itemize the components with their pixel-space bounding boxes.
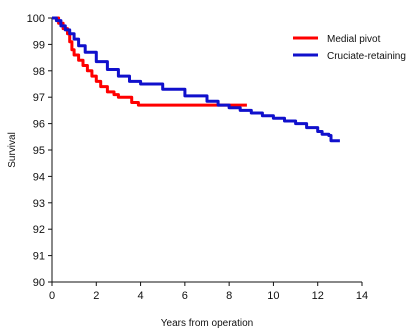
series-lines: [52, 16, 340, 143]
x-tick-label: 14: [356, 290, 368, 302]
y-tick-label: 92: [33, 224, 45, 236]
series-line-medial-pivot: [52, 16, 247, 107]
y-tick-label: 98: [33, 66, 45, 78]
y-tick-label: 100: [27, 13, 45, 25]
y-tick-label: 91: [33, 251, 45, 263]
x-tick-label: 0: [49, 290, 55, 302]
axes: [51, 18, 362, 283]
y-ticks: 90 91 92 93 94 95 96 97 98 99 100: [27, 13, 52, 289]
x-ticks: 0 2 4 6 8 10 12 14: [49, 282, 368, 302]
y-tick-label: 95: [33, 145, 45, 157]
y-axis-title: Survival: [7, 132, 18, 168]
y-tick-label: 94: [33, 171, 45, 183]
legend-label-medial-pivot: Medial pivot: [327, 34, 381, 45]
y-tick-label: 97: [33, 92, 45, 104]
y-tick-label: 99: [33, 39, 45, 51]
x-tick-label: 2: [93, 290, 99, 302]
series-line-cruciate-retaining: [52, 16, 340, 143]
y-tick-label: 96: [33, 119, 45, 131]
y-tick-label: 93: [33, 198, 45, 210]
x-tick-label: 10: [267, 290, 279, 302]
x-tick-label: 4: [138, 290, 144, 302]
x-tick-label: 6: [182, 290, 188, 302]
y-tick-label: 90: [33, 277, 45, 289]
x-tick-label: 12: [312, 290, 324, 302]
x-axis-title: Years from operation: [161, 318, 253, 328]
x-tick-label: 8: [226, 290, 232, 302]
legend: Medial pivot Cruciate-retaining: [293, 34, 406, 62]
legend-label-cruciate-retaining: Cruciate-retaining: [327, 51, 406, 62]
